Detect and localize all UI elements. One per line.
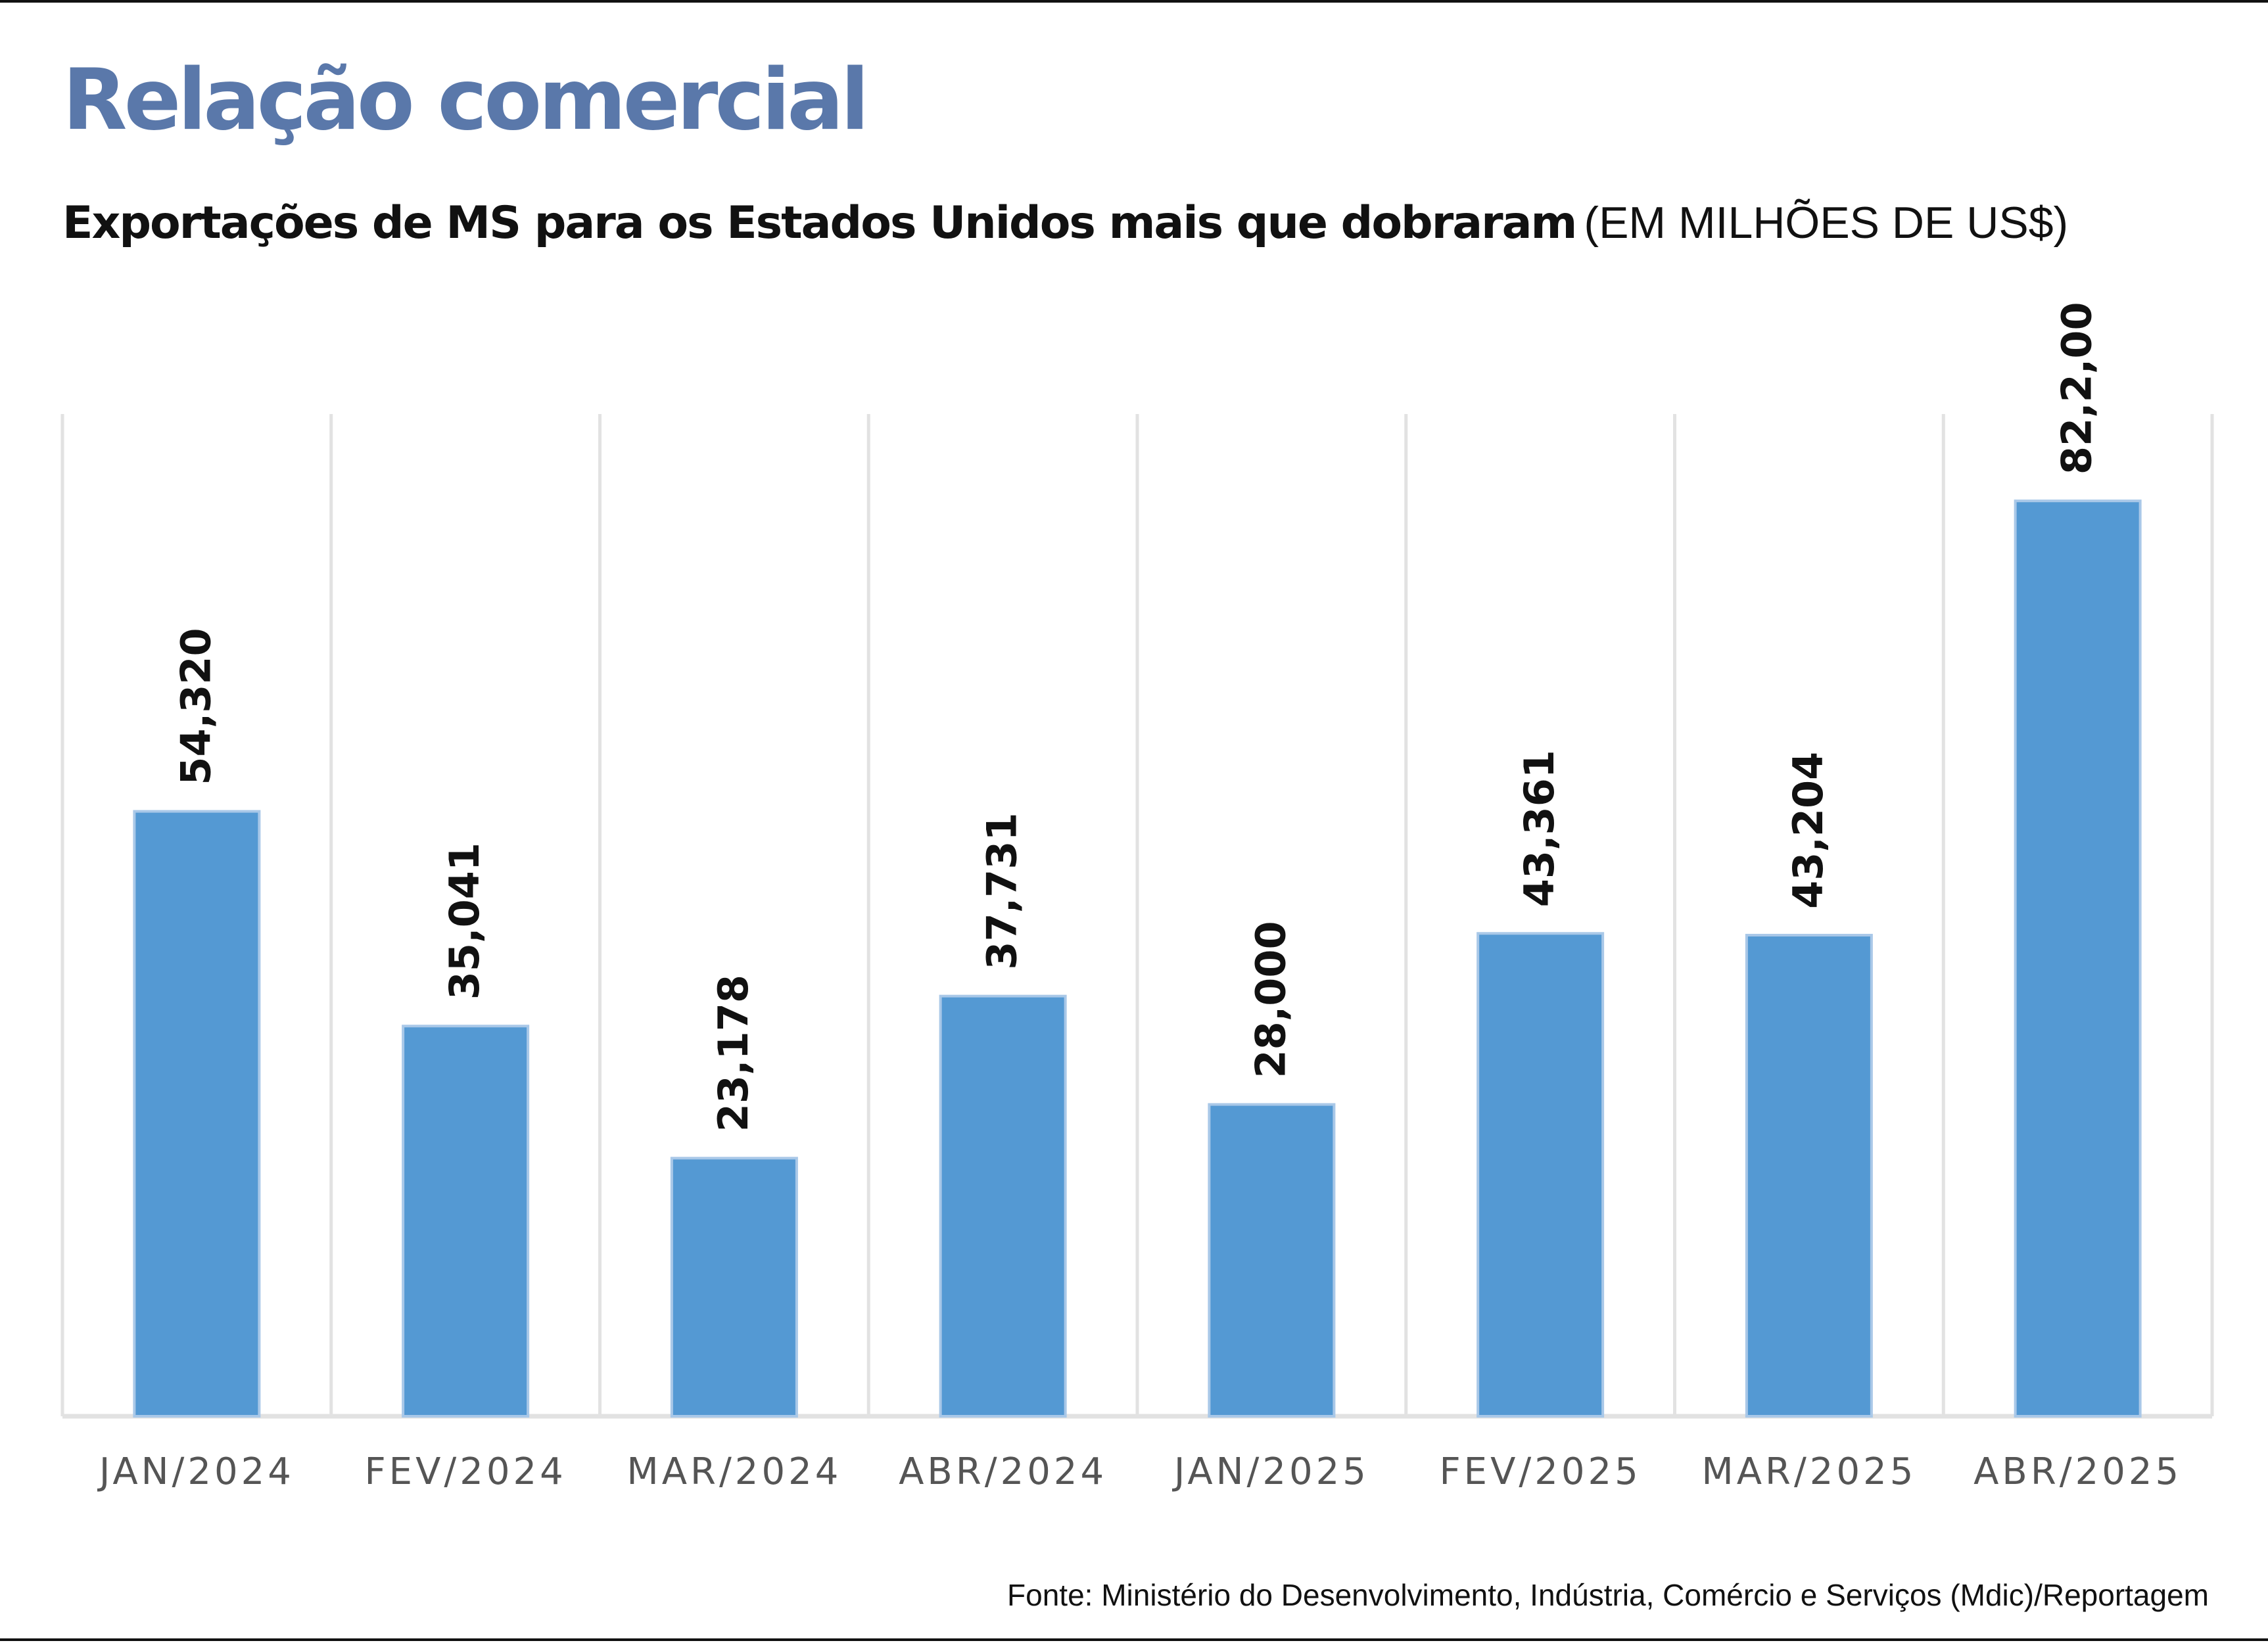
value-label: 28,000 xyxy=(1246,921,1294,1078)
subtitle-lead: Exportações de MS para os Estados Unidos… xyxy=(62,197,1577,249)
bar xyxy=(1208,1103,1336,1418)
x-tick-label: MAR/2025 xyxy=(1701,1450,1916,1493)
bar xyxy=(1745,933,1873,1418)
bar xyxy=(402,1025,530,1418)
value-label: 43,361 xyxy=(1515,750,1563,907)
value-label: 82,2,00 xyxy=(2053,302,2101,474)
subtitle-unit: (EM MILHÕES DE US$) xyxy=(1584,198,2069,248)
x-tick-label: ABR/2024 xyxy=(899,1450,1107,1493)
bars xyxy=(133,499,2142,1418)
chart-title: Relação comercial xyxy=(62,51,869,149)
value-labels: 54,320 35,041 23,178 37,731 28,000 43,361 43,2… xyxy=(172,302,2100,1132)
bar xyxy=(1477,932,1605,1418)
x-tick-label: FEV/2024 xyxy=(364,1450,566,1493)
bar xyxy=(670,1157,798,1418)
bar xyxy=(133,810,261,1418)
x-tick-label: ABR/2025 xyxy=(1973,1450,2182,1493)
value-label: 23,178 xyxy=(709,975,757,1132)
chart-subtitle: Exportações de MS para os Estados Unidos… xyxy=(62,197,2068,249)
top-rule xyxy=(0,0,2268,3)
value-label: 35,041 xyxy=(440,843,488,1000)
x-tick-labels: JAN/2024 FEV/2024 MAR/2024 ABR/2024 JAN/2025… xyxy=(97,1450,2182,1493)
bottom-rule xyxy=(0,1638,2268,1641)
source-note: Fonte: Ministério do Desenvolvimento, In… xyxy=(1007,1578,2209,1612)
x-tick-label: MAR/2024 xyxy=(626,1450,841,1493)
x-tick-label: JAN/2024 xyxy=(97,1450,295,1493)
grid-lines xyxy=(60,414,2214,1419)
bar xyxy=(2014,499,2142,1418)
x-tick-label: FEV/2025 xyxy=(1439,1450,1641,1493)
x-tick-label: JAN/2025 xyxy=(1172,1450,1369,1493)
value-label: 54,320 xyxy=(172,628,220,785)
bar xyxy=(939,994,1067,1418)
value-label: 43,204 xyxy=(1784,752,1832,909)
value-label: 37,731 xyxy=(978,812,1026,969)
